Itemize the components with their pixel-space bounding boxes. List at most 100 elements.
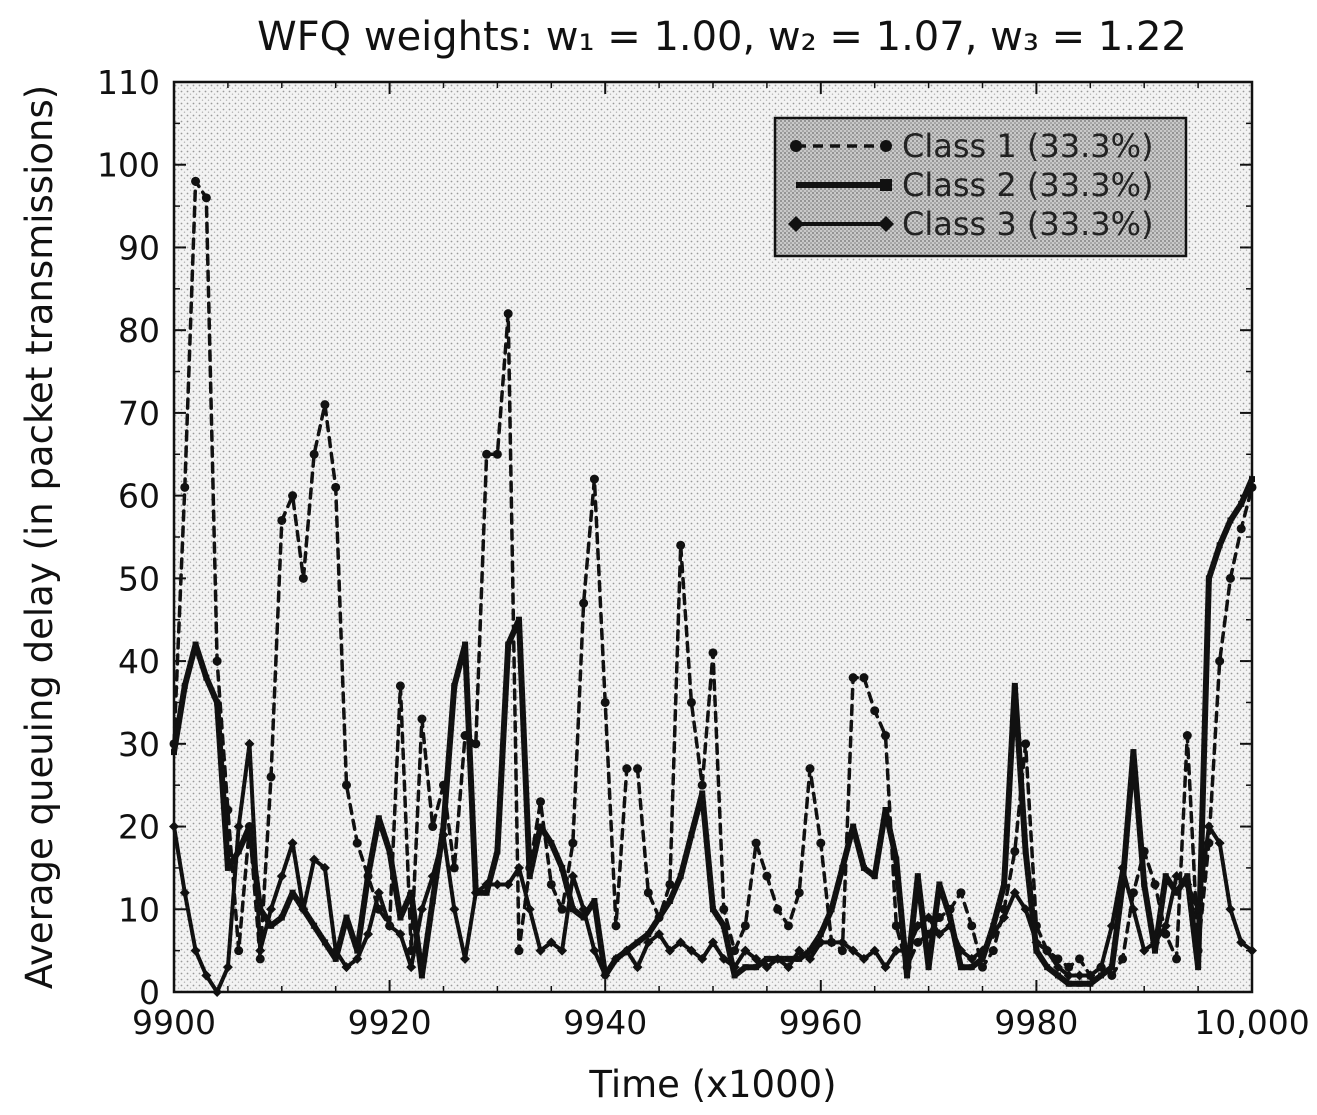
data-point-class-3 <box>621 945 632 956</box>
data-point-class-3 <box>988 929 999 940</box>
data-point-class-2 <box>893 856 900 863</box>
data-point-class-3 <box>923 912 934 923</box>
data-point-class-1 <box>1225 573 1235 583</box>
data-point-class-3 <box>513 862 524 873</box>
data-point-class-1 <box>428 822 438 832</box>
y-tick-label: 90 <box>118 228 160 267</box>
data-point-class-3 <box>643 937 654 948</box>
data-point-class-1 <box>805 764 815 774</box>
data-point-class-3 <box>1063 970 1074 981</box>
data-point-class-3 <box>815 937 826 948</box>
data-point-class-3 <box>1074 970 1085 981</box>
data-point-class-2 <box>1173 889 1180 896</box>
data-point-class-1 <box>967 921 977 931</box>
y-tick-label: 60 <box>118 477 160 516</box>
data-point-class-2 <box>515 616 522 623</box>
data-point-class-2 <box>408 889 415 896</box>
data-point-class-2 <box>666 898 673 904</box>
data-point-class-3 <box>794 945 805 956</box>
data-point-class-1 <box>201 193 211 203</box>
data-point-class-2 <box>1184 873 1191 880</box>
data-point-class-2 <box>850 823 857 830</box>
data-point-class-3 <box>503 879 514 890</box>
data-point-class-3 <box>481 879 492 890</box>
data-point-class-1 <box>665 879 675 889</box>
data-point-class-3 <box>557 945 568 956</box>
data-point-class-2 <box>375 815 382 822</box>
data-point-class-1 <box>697 780 707 790</box>
data-point-class-2 <box>1130 749 1137 756</box>
data-point-class-1 <box>1172 954 1182 964</box>
data-point-class-3 <box>718 953 729 964</box>
data-point-class-1 <box>676 540 686 550</box>
data-point-class-2 <box>1065 980 1072 987</box>
data-point-class-3 <box>837 937 848 948</box>
legend-item-class-1: Class 1 (33.3%) <box>790 127 1154 165</box>
data-point-class-3 <box>708 937 718 948</box>
data-point-class-3 <box>600 970 611 981</box>
data-point-class-3 <box>589 945 600 956</box>
data-point-class-3 <box>201 970 212 981</box>
data-point-class-3 <box>891 945 902 956</box>
x-tick-label: 9980 <box>994 1003 1078 1042</box>
data-point-class-3 <box>945 920 956 931</box>
data-point-class-1 <box>848 673 858 683</box>
data-point-class-3 <box>1031 937 1042 948</box>
data-point-class-3 <box>309 854 320 865</box>
data-point-class-2 <box>569 906 576 913</box>
data-point-class-3 <box>654 929 665 940</box>
data-point-class-1 <box>891 921 901 931</box>
data-point-class-3 <box>319 862 330 873</box>
legend-label-class-2: Class 2 (33.3%) <box>902 166 1154 204</box>
data-point-class-3 <box>1052 962 1063 973</box>
x-axis-tick-labels: 9900 9920 9940 9960 9980 10,000 <box>132 1003 1310 1042</box>
y-tick-label: 10 <box>118 890 160 929</box>
data-point-class-2 <box>343 914 350 921</box>
data-point-class-1 <box>773 904 783 914</box>
data-point-class-3 <box>1182 879 1193 890</box>
data-point-class-2 <box>1216 542 1223 549</box>
x-tick-label: 9940 <box>563 1003 647 1042</box>
data-point-class-1 <box>762 871 772 881</box>
data-point-class-1 <box>589 474 599 484</box>
data-point-class-1 <box>611 921 621 931</box>
data-point-class-1 <box>1215 656 1225 666</box>
data-point-class-1 <box>978 962 987 972</box>
data-point-class-3 <box>675 937 686 948</box>
data-point-class-3 <box>1085 970 1096 981</box>
data-point-class-2 <box>214 699 221 706</box>
y-tick-label: 50 <box>118 559 160 598</box>
data-point-class-2 <box>957 964 964 971</box>
data-point-class-2 <box>677 873 684 880</box>
data-point-class-3 <box>934 929 945 940</box>
data-point-class-3 <box>610 953 621 964</box>
legend-marker-class-3 <box>788 216 804 232</box>
data-point-class-1 <box>988 946 998 956</box>
data-point-class-1 <box>320 400 330 410</box>
data-point-class-1 <box>600 697 610 707</box>
data-point-class-2 <box>559 864 566 871</box>
data-point-class-1 <box>331 482 341 492</box>
data-point-class-1 <box>191 176 201 186</box>
data-point-class-2 <box>224 864 231 871</box>
legend-marker-class-2 <box>880 179 892 191</box>
data-point-class-3 <box>330 945 341 956</box>
data-point-class-1 <box>309 449 319 459</box>
data-point-class-2 <box>1108 964 1115 971</box>
data-point-class-3 <box>1106 920 1117 931</box>
data-point-class-3 <box>805 953 816 964</box>
data-point-class-1 <box>417 714 427 724</box>
data-point-class-1 <box>956 888 966 898</box>
data-point-class-3 <box>384 920 395 931</box>
data-point-class-3 <box>848 945 859 956</box>
legend-marker-class-1 <box>790 140 802 152</box>
data-point-class-3 <box>632 962 643 973</box>
data-point-class-1 <box>880 731 890 741</box>
data-point-class-2 <box>634 939 641 946</box>
data-point-class-1 <box>277 515 287 525</box>
data-point-class-3 <box>449 904 460 915</box>
y-tick-label: 100 <box>97 146 160 185</box>
data-point-class-3 <box>1236 937 1247 948</box>
data-point-class-3 <box>470 887 481 898</box>
data-point-class-2 <box>1011 682 1018 689</box>
